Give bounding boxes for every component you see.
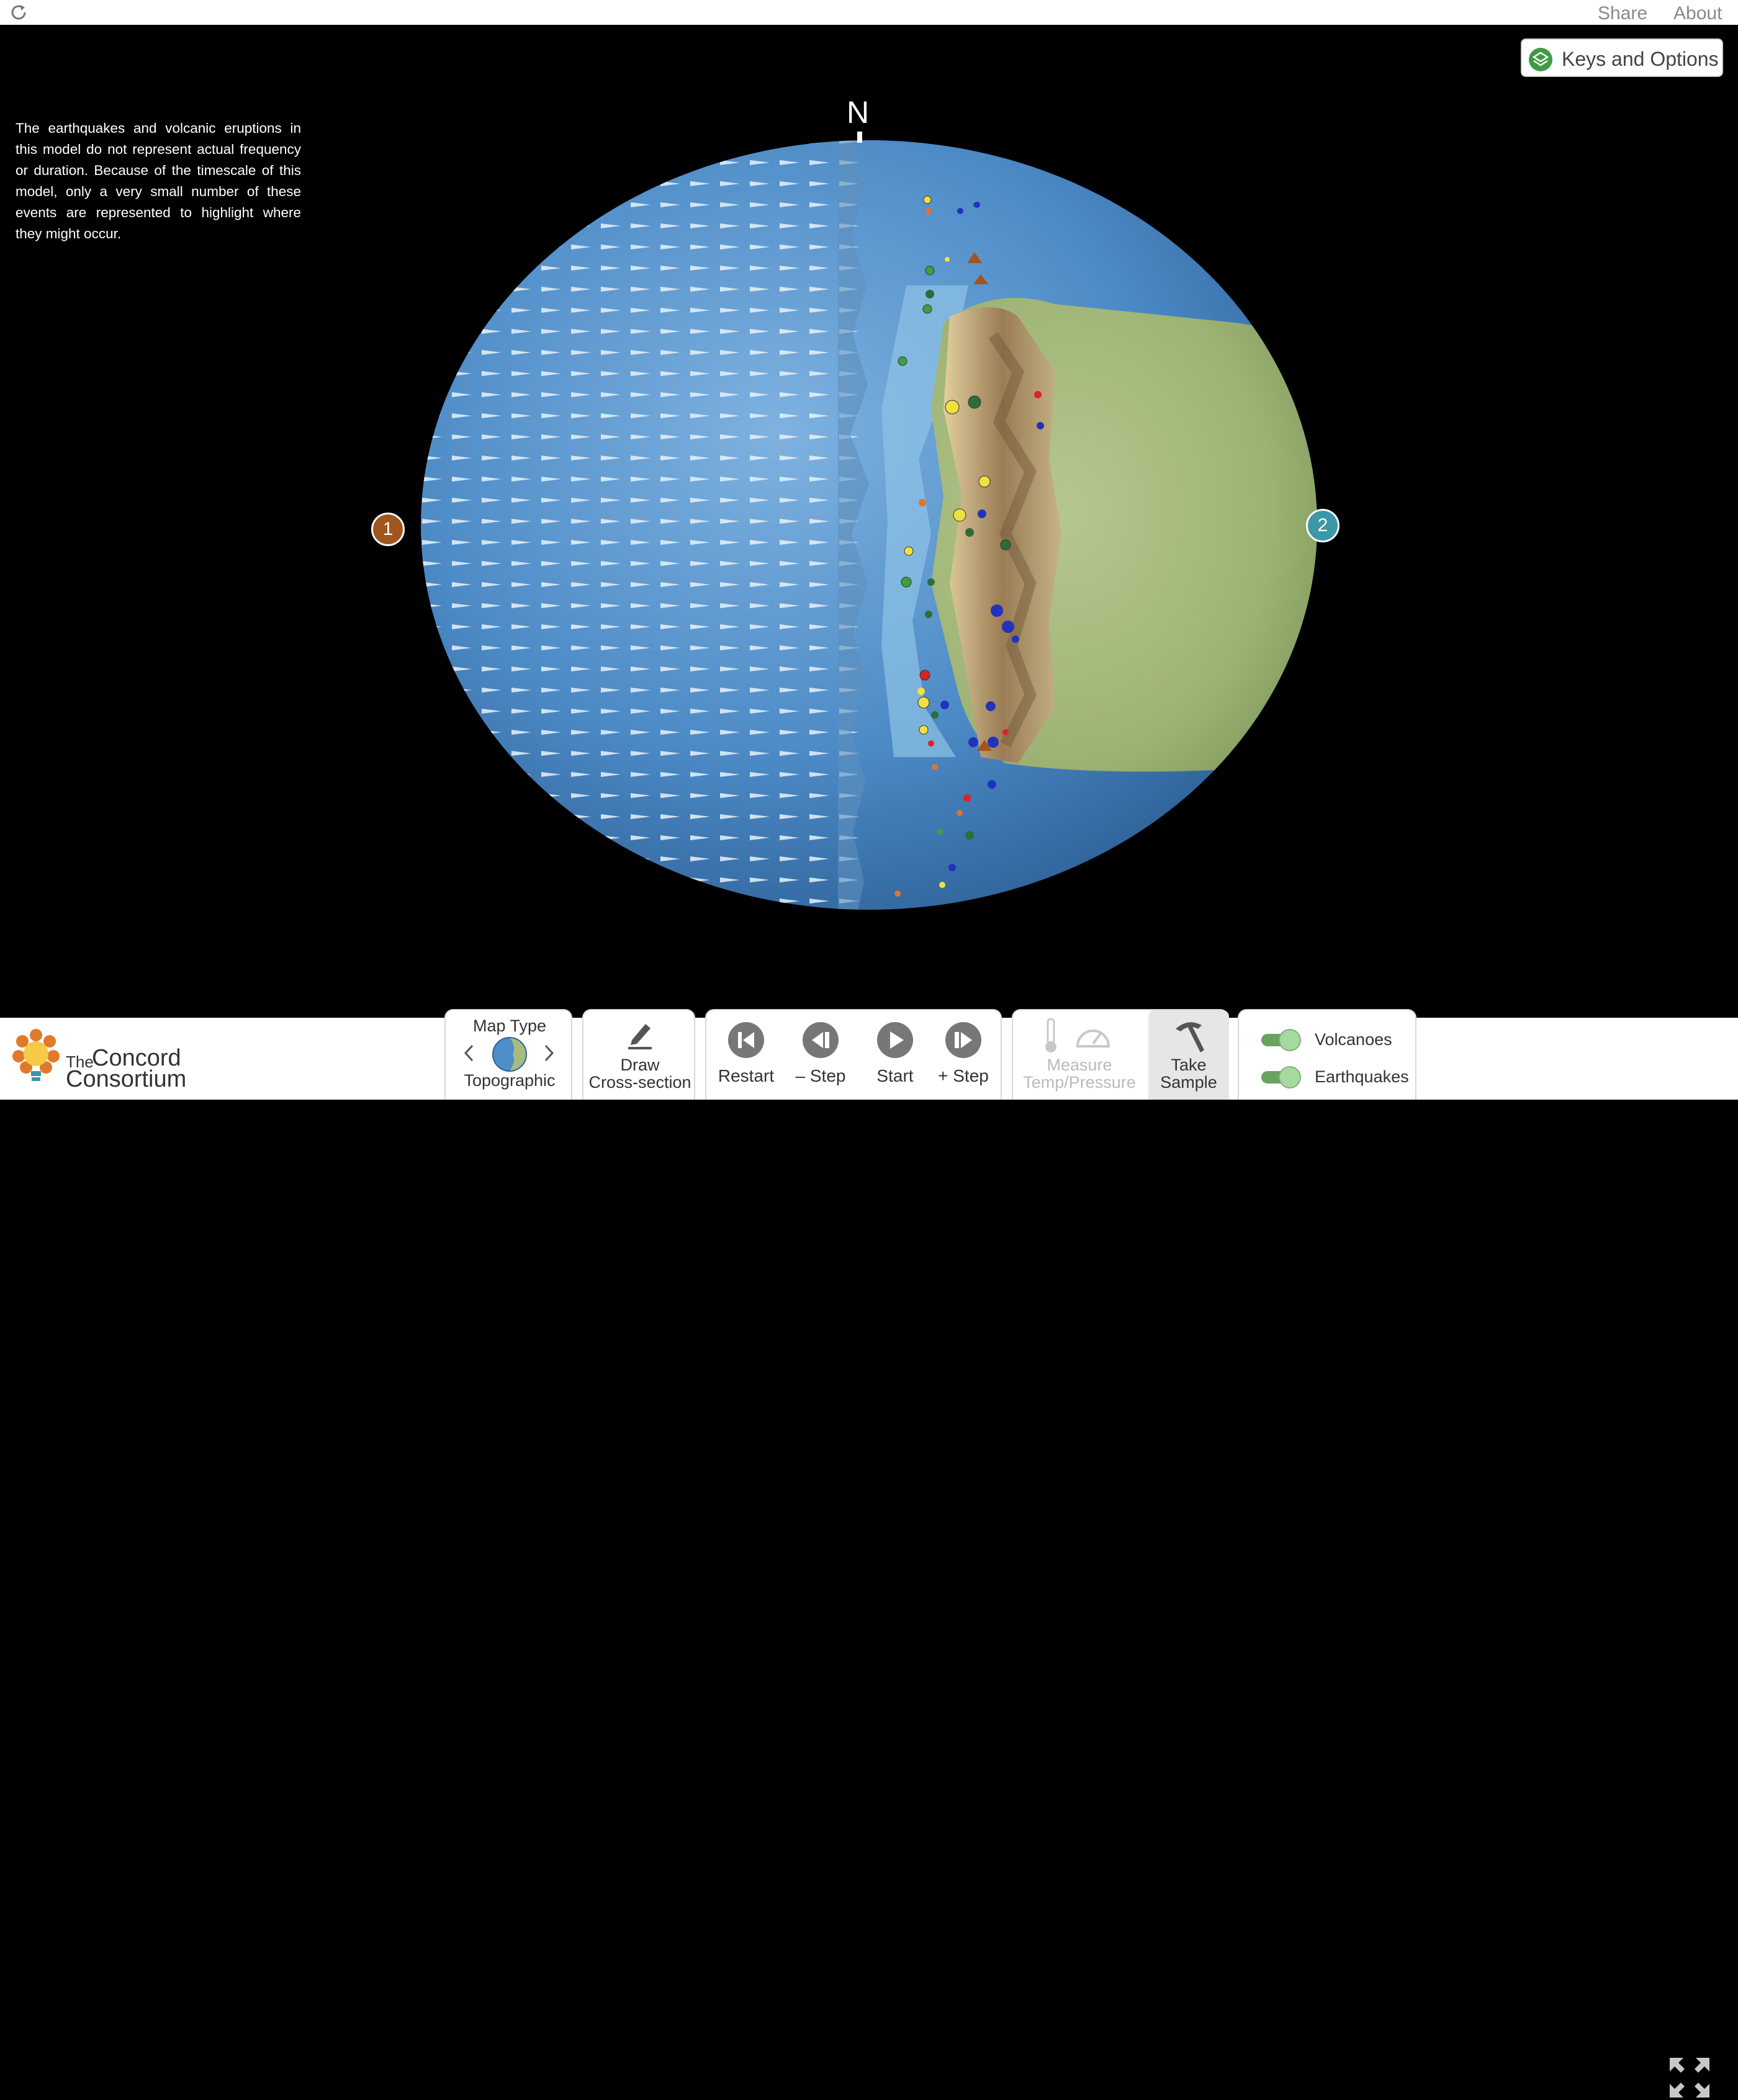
draw-cross-section-button[interactable]: Draw Cross-section (582, 1009, 695, 1100)
cross-section-point-2[interactable]: 2 (1306, 509, 1340, 542)
toggle-knob (1279, 1029, 1301, 1051)
about-link[interactable]: About (1673, 3, 1722, 24)
step-back-icon (803, 1022, 839, 1058)
start-button[interactable]: Start (860, 1016, 930, 1097)
logo-text-concord: Concord (92, 1045, 181, 1071)
chevron-right-icon[interactable] (544, 1044, 555, 1062)
volcanoes-toggle[interactable] (1261, 1029, 1302, 1051)
north-label: N (847, 95, 870, 130)
step-forward-icon (945, 1022, 981, 1058)
share-link[interactable]: Share (1598, 3, 1648, 24)
cross-section-point-1[interactable]: 1 (371, 513, 405, 546)
earthquake-markers (894, 195, 1044, 897)
map-type-panel: Map Type Topographic (444, 1009, 572, 1100)
concord-consortium-logo: The Concord Consortium (11, 1028, 210, 1092)
logo-text-consortium: Consortium (66, 1066, 187, 1092)
fullscreen-icon[interactable] (1667, 2055, 1712, 2100)
thermometer-icon (1045, 1018, 1056, 1052)
planet-globe[interactable] (0, 25, 1738, 1018)
keys-and-options-button[interactable]: Keys and Options (1521, 38, 1723, 77)
rock-hammer-icon (1176, 1022, 1204, 1052)
layers-icon (1529, 48, 1552, 71)
keys-and-options-label: Keys and Options (1562, 48, 1719, 70)
restart-button[interactable]: Restart (711, 1016, 781, 1097)
playback-panel: Restart – Step Start + Step (705, 1009, 1002, 1100)
event-toggles-panel: Volcanoes Earthquakes (1238, 1009, 1416, 1100)
toggle-knob (1279, 1066, 1301, 1088)
lightbulb-logo-icon (12, 1029, 60, 1081)
chevron-left-icon[interactable] (463, 1044, 474, 1062)
measure-temp-pressure-button[interactable]: Measure Temp/Pressure (1023, 1056, 1136, 1092)
model-disclaimer: The earthquakes and volcanic eruptions i… (16, 120, 301, 241)
step-back-label: – Step (795, 1066, 846, 1085)
map-type-title: Map Type (472, 1016, 547, 1035)
volcano-markers (967, 252, 992, 751)
globe-icon (492, 1037, 527, 1072)
restart-label: Restart (718, 1066, 775, 1085)
draw-cross-section-label: Draw Cross-section (588, 1056, 691, 1092)
model-viewport[interactable]: The earthquakes and volcanic eruptions i… (0, 25, 1738, 1018)
step-forward-label: + Step (938, 1066, 989, 1085)
reload-icon[interactable] (9, 2, 29, 22)
start-label: Start (876, 1066, 914, 1085)
earthquakes-toggle[interactable] (1261, 1066, 1302, 1088)
map-type-value: Topographic (464, 1071, 556, 1090)
tools-panel: Measure Temp/Pressure Take Sample (1012, 1009, 1229, 1100)
take-sample-label: Take Sample (1160, 1056, 1217, 1092)
logo-text-the: The (66, 1052, 94, 1071)
earthquakes-label: Earthquakes (1315, 1067, 1409, 1086)
north-tick (857, 132, 862, 143)
take-sample-button[interactable]: Take Sample (1148, 1010, 1229, 1100)
volcanoes-label: Volcanoes (1315, 1030, 1392, 1049)
play-icon (877, 1022, 913, 1058)
top-bar: Share About (0, 0, 1738, 25)
step-forward-button[interactable]: + Step (929, 1016, 998, 1097)
restart-icon (728, 1022, 764, 1058)
pressure-gauge-icon (1076, 1030, 1110, 1048)
step-back-button[interactable]: – Step (786, 1016, 855, 1097)
pencil-icon (628, 1024, 652, 1049)
